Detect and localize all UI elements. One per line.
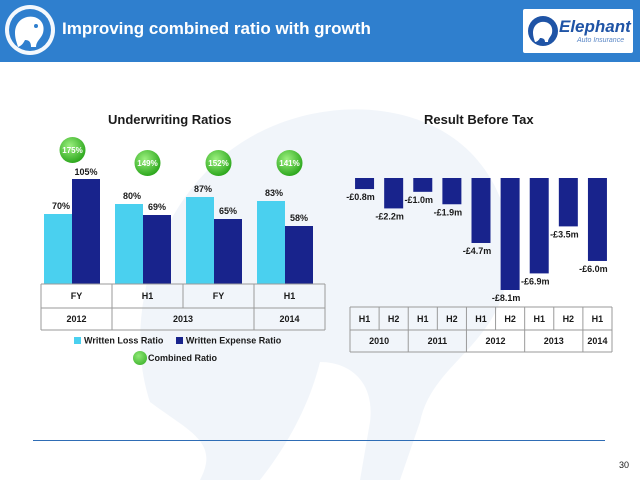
company-logo: Elephant Auto Insurance (523, 9, 633, 53)
bar-loss-3 (257, 201, 285, 284)
combined-ratio-marker-0 (59, 137, 86, 163)
result-group-label-3: 2013 (544, 336, 564, 346)
label-loss-0: 70% (52, 201, 70, 211)
label-loss-2: 87% (194, 184, 212, 194)
bar-loss-1 (115, 204, 143, 284)
result-group-label-4: 2014 (587, 336, 607, 346)
bar-expense-3 (285, 226, 313, 284)
combined-ratio-label-1: 149% (137, 159, 157, 168)
logo-subtitle: Auto Insurance (577, 37, 625, 44)
label-expense-0: 105% (74, 167, 97, 177)
combined-ratio-marker-2 (205, 150, 232, 176)
result-x-tick-label-3: H2 (446, 314, 458, 324)
combined-ratio-label-2: 152% (208, 159, 228, 168)
page-title: Improving combined ratio with growth (62, 19, 371, 38)
result-bar-8 (587, 178, 607, 261)
result-bar-7 (558, 178, 578, 227)
combined-ratio-label-3: 141% (279, 159, 299, 168)
result-x-tick-label-4: H1 (475, 314, 487, 324)
result-label-5: -£8.1m (492, 293, 521, 303)
bar-loss-0 (44, 214, 72, 284)
result-bar-5 (500, 178, 520, 290)
elephant-logo-icon (528, 16, 558, 46)
legend-label-loss: Written Loss Ratio (84, 335, 164, 346)
label-expense-1: 69% (148, 202, 166, 212)
underwriting-chart-title: Underwriting Ratios (108, 112, 232, 127)
result-bar-6 (529, 178, 549, 274)
result-chart-title: Result Before Tax (424, 112, 534, 127)
combined-ratio-marker-1 (134, 150, 161, 176)
result-label-0: -£0.8m (346, 192, 375, 202)
result-bar-2 (413, 178, 433, 192)
combined-ratio-legend: Combined Ratio (133, 351, 217, 365)
result-label-7: -£3.5m (550, 229, 579, 239)
underwriting-legend: Written Loss Ratio Written Expense Ratio (74, 335, 291, 346)
result-group-label-2: 2012 (486, 336, 506, 346)
bar-expense-2 (214, 219, 242, 284)
result-label-2: -£1.0m (405, 195, 434, 205)
page-number: 30 (619, 460, 630, 470)
x-tick-label-1: H1 (142, 291, 154, 301)
result-x-tick-label-7: H2 (563, 314, 575, 324)
result-bar-4 (471, 178, 491, 243)
legend-item-expense: Written Expense Ratio (175, 335, 282, 346)
result-group-label-0: 2010 (369, 336, 389, 346)
elephant-emblem-icon (5, 5, 55, 55)
result-x-tick-label-5: H2 (504, 314, 516, 324)
x-tick-label-3: H1 (284, 291, 296, 301)
result-bar-0 (355, 178, 375, 190)
result-label-1: -£2.2m (375, 211, 404, 221)
group-label-1: 2013 (173, 314, 193, 324)
combined-ratio-label-0: 175% (62, 146, 82, 155)
legend-item-loss: Written Loss Ratio (74, 335, 163, 346)
bar-expense-1 (143, 215, 171, 284)
result-x-tick-label-0: H1 (359, 314, 371, 324)
label-expense-3: 58% (290, 213, 308, 223)
result-x-tick-label-8: H1 (592, 314, 604, 324)
result-group-label-1: 2011 (428, 336, 448, 346)
result-label-3: -£1.9m (434, 207, 463, 217)
result-bar-3 (442, 178, 462, 205)
label-loss-1: 80% (123, 191, 141, 201)
result-bar-1 (384, 178, 404, 209)
result-label-4: -£4.7m (463, 246, 492, 256)
legend-label-combined: Combined Ratio (148, 353, 217, 363)
legend-swatch-combined (133, 351, 147, 365)
label-loss-3: 83% (265, 188, 283, 198)
combined-ratio-marker-3 (276, 150, 303, 176)
result-x-tick-label-1: H2 (388, 314, 400, 324)
logo-name: Elephant (559, 17, 631, 36)
legend-swatch-loss (74, 337, 81, 345)
label-expense-2: 65% (219, 206, 237, 216)
result-label-8: -£6.0m (579, 264, 608, 274)
group-label-0: 2012 (66, 314, 86, 324)
x-tick-label-2: FY (213, 291, 225, 301)
result-x-tick-label-6: H1 (533, 314, 545, 324)
x-tick-label-0: FY (71, 291, 83, 301)
footer-divider (33, 440, 605, 441)
result-x-tick-label-2: H1 (417, 314, 429, 324)
legend-swatch-expense (175, 337, 183, 345)
bar-loss-2 (186, 197, 214, 284)
result-label-6: -£6.9m (521, 276, 550, 286)
group-label-2: 2014 (279, 314, 299, 324)
legend-label-expense: Written Expense Ratio (185, 335, 282, 346)
header-bar: Improving combined ratio with growth Ele… (0, 0, 640, 62)
bar-expense-0 (72, 179, 100, 284)
